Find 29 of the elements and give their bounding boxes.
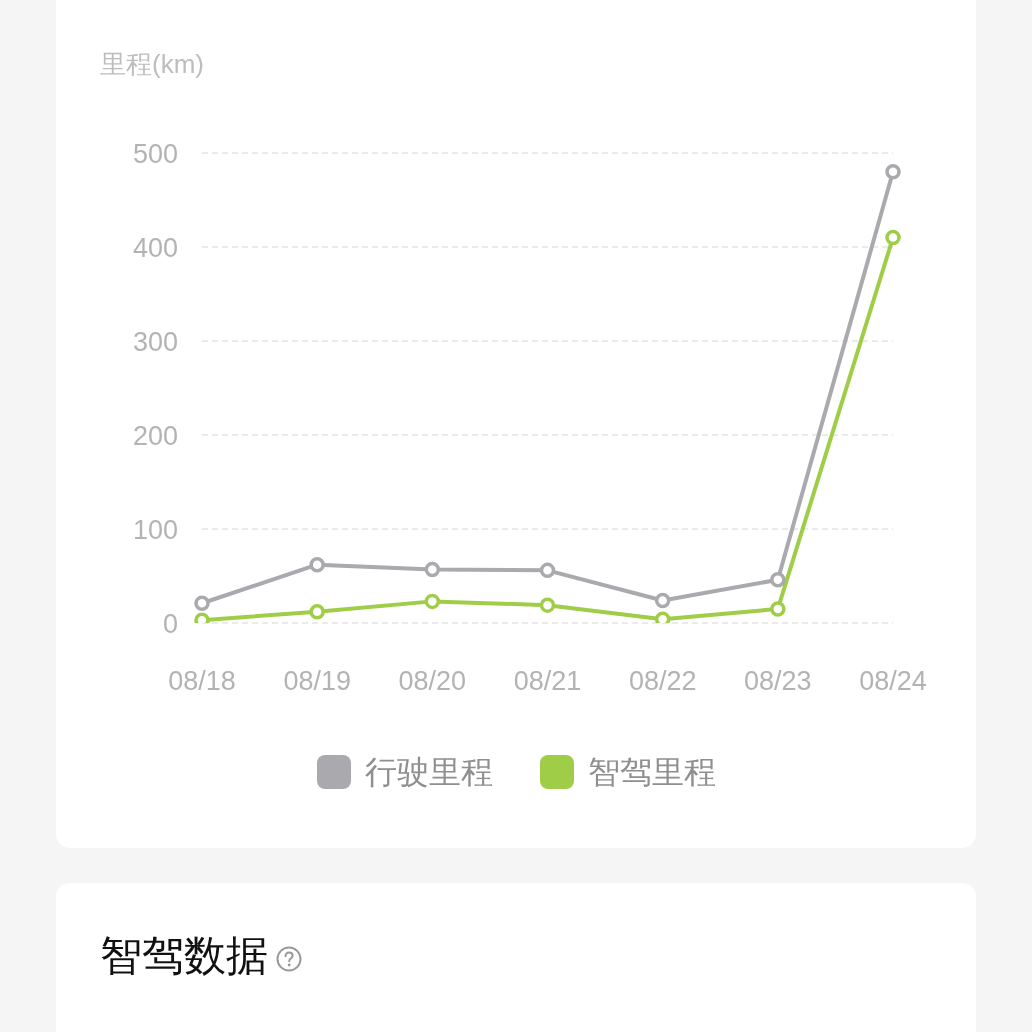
y-tick-label: 500 xyxy=(132,138,178,169)
point xyxy=(654,592,671,609)
point xyxy=(424,593,441,610)
x-tick-label: 08/24 xyxy=(859,666,927,697)
point xyxy=(539,597,556,613)
x-tick-label: 08/19 xyxy=(283,666,351,697)
x-tick-label: 08/20 xyxy=(398,666,467,697)
y-tick-label: 100 xyxy=(132,514,178,545)
legend-label: 行驶里程 xyxy=(364,753,493,792)
text: 智驾数据 xyxy=(100,931,268,981)
y-tick-label: 400 xyxy=(132,232,178,263)
y-tick-label: 300 xyxy=(132,326,178,357)
point xyxy=(424,561,441,578)
point xyxy=(770,572,786,588)
point xyxy=(194,595,210,612)
y-axis-title: 里程(km) xyxy=(100,48,204,81)
point xyxy=(309,603,325,620)
y-tick-label: 200 xyxy=(132,420,178,451)
legend-label: 智驾里程 xyxy=(587,753,716,792)
x-tick-label: 08/22 xyxy=(628,666,697,697)
y-tick-label: 0 xyxy=(162,608,178,639)
point xyxy=(885,229,901,246)
x-tick-label: 08/21 xyxy=(513,666,582,697)
point xyxy=(770,601,786,617)
x-tick-label: 08/18 xyxy=(168,666,236,697)
point xyxy=(539,562,556,579)
x-tick-label: 08/23 xyxy=(744,666,812,697)
point xyxy=(309,556,325,573)
point xyxy=(885,164,901,180)
